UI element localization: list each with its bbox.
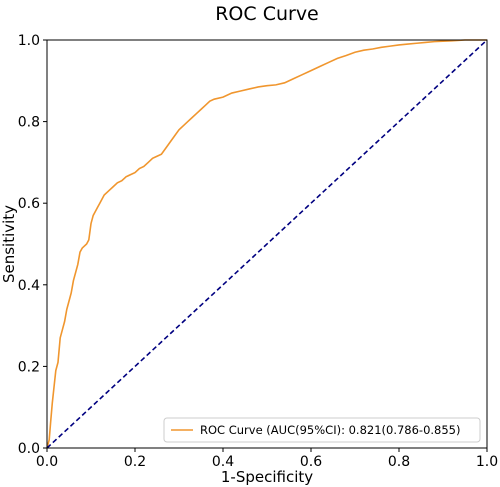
plot-frame <box>46 39 488 449</box>
chart-title: ROC Curve <box>215 3 319 25</box>
x-tick-label: 1.0 <box>476 454 498 470</box>
y-tick-label: 0.6 <box>18 196 40 212</box>
y-tick-label: 1.0 <box>18 33 40 49</box>
y-tick-label: 0.8 <box>18 115 40 131</box>
x-axis-label: 1-Specificity <box>221 468 313 486</box>
diagonal-reference-line <box>46 39 488 449</box>
x-axis-ticks: 0.0 0.2 0.4 0.6 0.8 1.0 <box>36 448 498 470</box>
y-axis-label: Sensitivity <box>0 205 18 283</box>
legend: ROC Curve (AUC(95%CI): 0.821(0.786-0.855… <box>163 417 481 443</box>
x-tick-label: 0.6 <box>300 454 322 470</box>
legend-label: ROC Curve (AUC(95%CI): 0.821(0.786-0.855… <box>200 423 461 437</box>
roc-curve-line <box>46 39 487 449</box>
x-tick-label: 0.0 <box>36 454 58 470</box>
x-tick-label: 0.2 <box>124 454 146 470</box>
y-axis-ticks: 0.0 0.2 0.4 0.6 0.8 1.0 <box>18 33 47 457</box>
y-tick-label: 0.4 <box>18 278 40 294</box>
plot-area <box>46 39 488 449</box>
x-tick-label: 0.8 <box>388 454 410 470</box>
y-tick-label: 0.0 <box>18 441 40 457</box>
legend-box <box>163 417 481 443</box>
x-tick-label: 0.4 <box>212 454 234 470</box>
y-tick-label: 0.2 <box>18 359 40 375</box>
